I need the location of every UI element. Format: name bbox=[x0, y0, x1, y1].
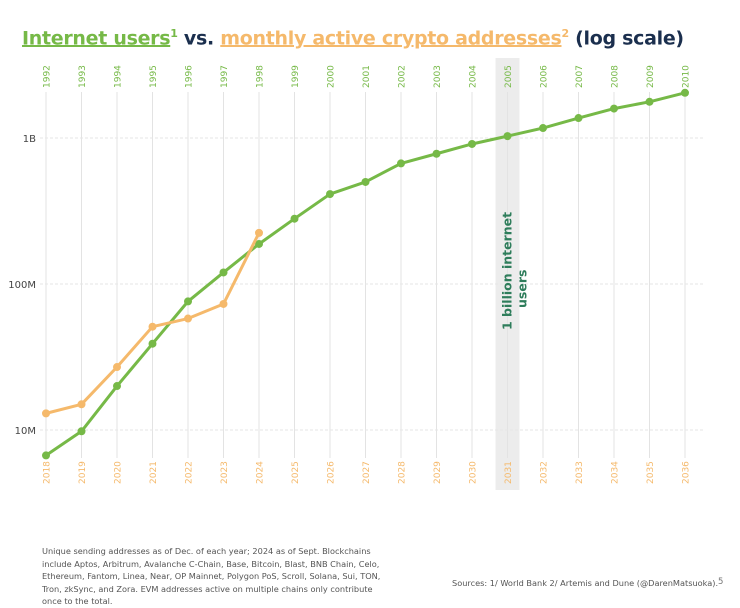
annotation-line: 1 billion internet bbox=[500, 212, 515, 330]
internet-point bbox=[432, 149, 441, 158]
sources: Sources: 1/ World Bank 2/ Artemis and Du… bbox=[452, 578, 719, 588]
internet-point bbox=[503, 132, 512, 141]
chart-title: Internet users1 vs. monthly active crypt… bbox=[22, 27, 684, 49]
top-x-tick-label: 2010 bbox=[682, 65, 692, 88]
internet-point bbox=[574, 114, 583, 123]
top-x-tick-label: 2007 bbox=[575, 65, 585, 88]
title-suffix: (log scale) bbox=[568, 27, 684, 50]
crypto-point bbox=[255, 228, 263, 237]
bottom-x-tick-label: 2019 bbox=[78, 461, 88, 484]
internet-point bbox=[539, 124, 547, 133]
bottom-x-tick-label: 2033 bbox=[575, 461, 585, 484]
internet-point bbox=[397, 159, 405, 168]
internet-point bbox=[113, 382, 121, 391]
top-x-tick-label: 1998 bbox=[256, 65, 266, 88]
crypto-point bbox=[184, 314, 192, 323]
y-tick-label: 100M bbox=[8, 280, 36, 291]
page-number: 5 bbox=[718, 577, 724, 587]
title-footnote-1: 1 bbox=[170, 27, 178, 40]
internet-point bbox=[77, 427, 86, 436]
top-x-tick-label: 2009 bbox=[646, 65, 656, 88]
top-x-tick-label: 2003 bbox=[433, 65, 443, 88]
top-x-tick-label: 1992 bbox=[43, 65, 53, 88]
bottom-x-tick-label: 2023 bbox=[220, 461, 230, 484]
internet-point bbox=[645, 97, 654, 106]
top-x-tick-label: 2002 bbox=[398, 65, 408, 88]
internet-point bbox=[681, 88, 689, 97]
title-internet-users: Internet users bbox=[22, 27, 171, 50]
bottom-x-tick-label: 2029 bbox=[433, 461, 443, 484]
crypto-point bbox=[148, 322, 157, 331]
bottom-x-tick-label: 2026 bbox=[327, 461, 337, 484]
title-footnote-2: 2 bbox=[561, 27, 570, 40]
internet-point bbox=[184, 297, 192, 306]
internet-point bbox=[468, 139, 476, 148]
bottom-x-tick-label: 2018 bbox=[43, 461, 53, 484]
internet-point bbox=[290, 214, 299, 223]
internet-point bbox=[42, 451, 50, 460]
title-vs: vs. bbox=[177, 27, 221, 50]
top-x-tick-label: 2004 bbox=[469, 65, 479, 88]
crypto-point bbox=[42, 409, 50, 418]
top-x-tick-label: 2005 bbox=[504, 65, 514, 88]
bottom-x-tick-label: 2031 bbox=[504, 461, 514, 484]
bottom-x-tick-label: 2032 bbox=[540, 461, 550, 484]
top-x-tick-label: 2008 bbox=[611, 65, 621, 88]
top-x-tick-label: 1999 bbox=[291, 65, 301, 88]
top-x-tick-label: 2001 bbox=[362, 65, 372, 88]
bottom-x-tick-label: 2034 bbox=[611, 461, 621, 484]
bottom-x-tick-label: 2030 bbox=[469, 461, 479, 484]
bottom-x-tick-label: 2028 bbox=[398, 461, 408, 484]
highlight-annotation: 1 billion internetusers bbox=[500, 212, 530, 330]
annotation-line: users bbox=[515, 270, 530, 308]
internet-point bbox=[255, 239, 263, 248]
bottom-x-tick-label: 2022 bbox=[185, 461, 195, 484]
bottom-x-tick-label: 2021 bbox=[149, 461, 159, 484]
top-x-tick-label: 2000 bbox=[327, 65, 337, 88]
y-tick-label: 10M bbox=[15, 426, 36, 437]
crypto-point bbox=[77, 400, 86, 409]
internet-point bbox=[219, 268, 228, 277]
internet-point bbox=[361, 177, 370, 186]
crypto-point bbox=[219, 299, 228, 308]
top-x-tick-label: 1997 bbox=[220, 65, 230, 88]
footnote: Unique sending addresses as of Dec. of e… bbox=[42, 546, 381, 606]
bottom-x-tick-label: 2025 bbox=[291, 461, 301, 484]
top-x-tick-label: 1996 bbox=[185, 65, 195, 88]
top-x-tick-label: 1995 bbox=[149, 65, 159, 88]
y-tick-label: 1B bbox=[23, 134, 36, 145]
bottom-x-tick-label: 2036 bbox=[682, 461, 692, 484]
top-x-tick-label: 1994 bbox=[114, 65, 124, 88]
internet-point bbox=[148, 339, 157, 348]
crypto-point bbox=[113, 363, 121, 372]
title-crypto-addresses: monthly active crypto addresses bbox=[220, 27, 562, 50]
top-x-tick-label: 2006 bbox=[540, 65, 550, 88]
bottom-x-tick-label: 2035 bbox=[646, 461, 656, 484]
bottom-x-tick-label: 2024 bbox=[256, 461, 266, 484]
bottom-x-tick-label: 2020 bbox=[114, 461, 124, 484]
top-x-tick-label: 1993 bbox=[78, 65, 88, 88]
internet-point bbox=[326, 190, 334, 199]
bottom-x-tick-label: 2027 bbox=[362, 461, 372, 484]
internet-point bbox=[610, 104, 618, 113]
